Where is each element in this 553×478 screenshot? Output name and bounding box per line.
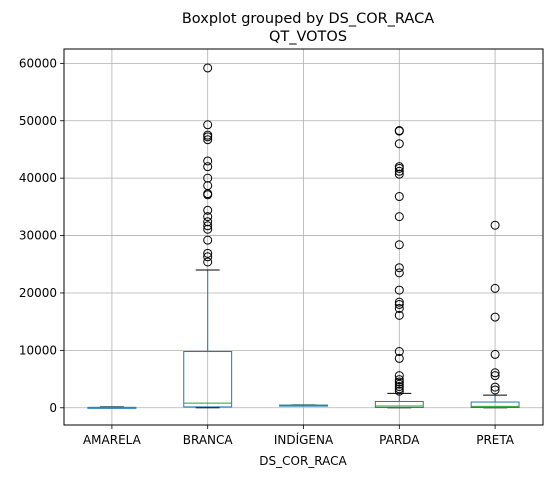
x-tick-label: AMARELA — [83, 433, 142, 447]
outlier-point — [394, 310, 404, 320]
outlier-point — [203, 173, 213, 183]
outlier-point — [394, 377, 404, 387]
outlier-point — [394, 386, 404, 396]
outlier-point — [394, 169, 404, 179]
outlier-point — [203, 212, 213, 222]
outlier-point — [490, 368, 500, 378]
box-iqr — [183, 351, 233, 408]
outlier-point — [394, 263, 404, 273]
outlier-point — [203, 257, 213, 267]
y-tick-label: 40000 — [19, 171, 57, 185]
box-amarela — [87, 406, 137, 409]
outlier-point — [394, 384, 404, 394]
outlier-point — [394, 126, 404, 136]
outlier-point — [490, 382, 500, 392]
outlier-point — [203, 224, 213, 234]
outlier-point — [490, 371, 500, 381]
y-tick-label: 50000 — [19, 114, 57, 128]
outlier-point — [394, 347, 404, 357]
outlier-point — [394, 375, 404, 385]
chart-suptitle: Boxplot grouped by DS_COR_RACA — [182, 11, 434, 27]
y-tick-label: 10000 — [19, 343, 57, 357]
outlier-point — [394, 297, 404, 307]
outlier-point — [203, 252, 213, 262]
outlier-point — [203, 120, 213, 130]
outlier-point — [490, 385, 500, 395]
outlier-point — [490, 349, 500, 359]
box-iqr — [470, 401, 520, 408]
outlier-point — [394, 212, 404, 222]
box-parda — [374, 126, 424, 409]
outlier-point — [394, 240, 404, 250]
outlier-point — [394, 382, 404, 392]
y-tick-label: 0 — [49, 401, 57, 415]
x-tick-label: PARDA — [379, 433, 420, 447]
x-tick-label: INDÍGENA — [274, 432, 334, 447]
outlier-point — [203, 221, 213, 231]
outlier-point — [203, 162, 213, 172]
box-preta — [470, 220, 520, 409]
grid-lines — [64, 49, 543, 425]
box-indígena — [279, 404, 328, 407]
outlier-point — [203, 63, 213, 73]
outlier-point — [394, 379, 404, 389]
y-tick-label: 30000 — [19, 229, 57, 243]
outlier-point — [394, 299, 404, 309]
outlier-point — [203, 217, 213, 227]
outlier-point — [203, 205, 213, 215]
box-branca — [183, 63, 233, 409]
outlier-point — [490, 312, 500, 322]
outlier-point — [490, 220, 500, 230]
outlier-point — [394, 192, 404, 202]
outlier-point — [394, 285, 404, 295]
outlier-point — [203, 181, 213, 191]
outlier-point — [203, 235, 213, 245]
outlier-point — [490, 283, 500, 293]
outlier-point — [394, 353, 404, 363]
outlier-point — [203, 156, 213, 166]
outlier-point — [203, 130, 213, 140]
x-tick-label: BRANCA — [183, 433, 234, 447]
outlier-point — [394, 303, 404, 313]
x-tick-label: PRETA — [476, 433, 515, 447]
box-series — [87, 63, 520, 409]
outlier-point — [394, 139, 404, 149]
outlier-point — [394, 166, 404, 176]
outlier-point — [203, 248, 213, 258]
outlier-point — [394, 162, 404, 172]
y-tick-label: 20000 — [19, 286, 57, 300]
outlier-point — [203, 135, 213, 145]
x-axis-label: DS_COR_RACA — [259, 454, 347, 468]
y-axis: 0 10000 20000 30000 40000 50000 60000 — [19, 56, 64, 415]
box-iqr — [374, 400, 424, 408]
chart-title: QT_VOTOS — [269, 29, 347, 45]
outlier-point — [394, 371, 404, 381]
x-axis: AMARELA BRANCA INDÍGENA PARDA PRETA — [83, 425, 515, 447]
y-tick-label: 60000 — [19, 56, 57, 70]
outlier-point — [394, 268, 404, 278]
